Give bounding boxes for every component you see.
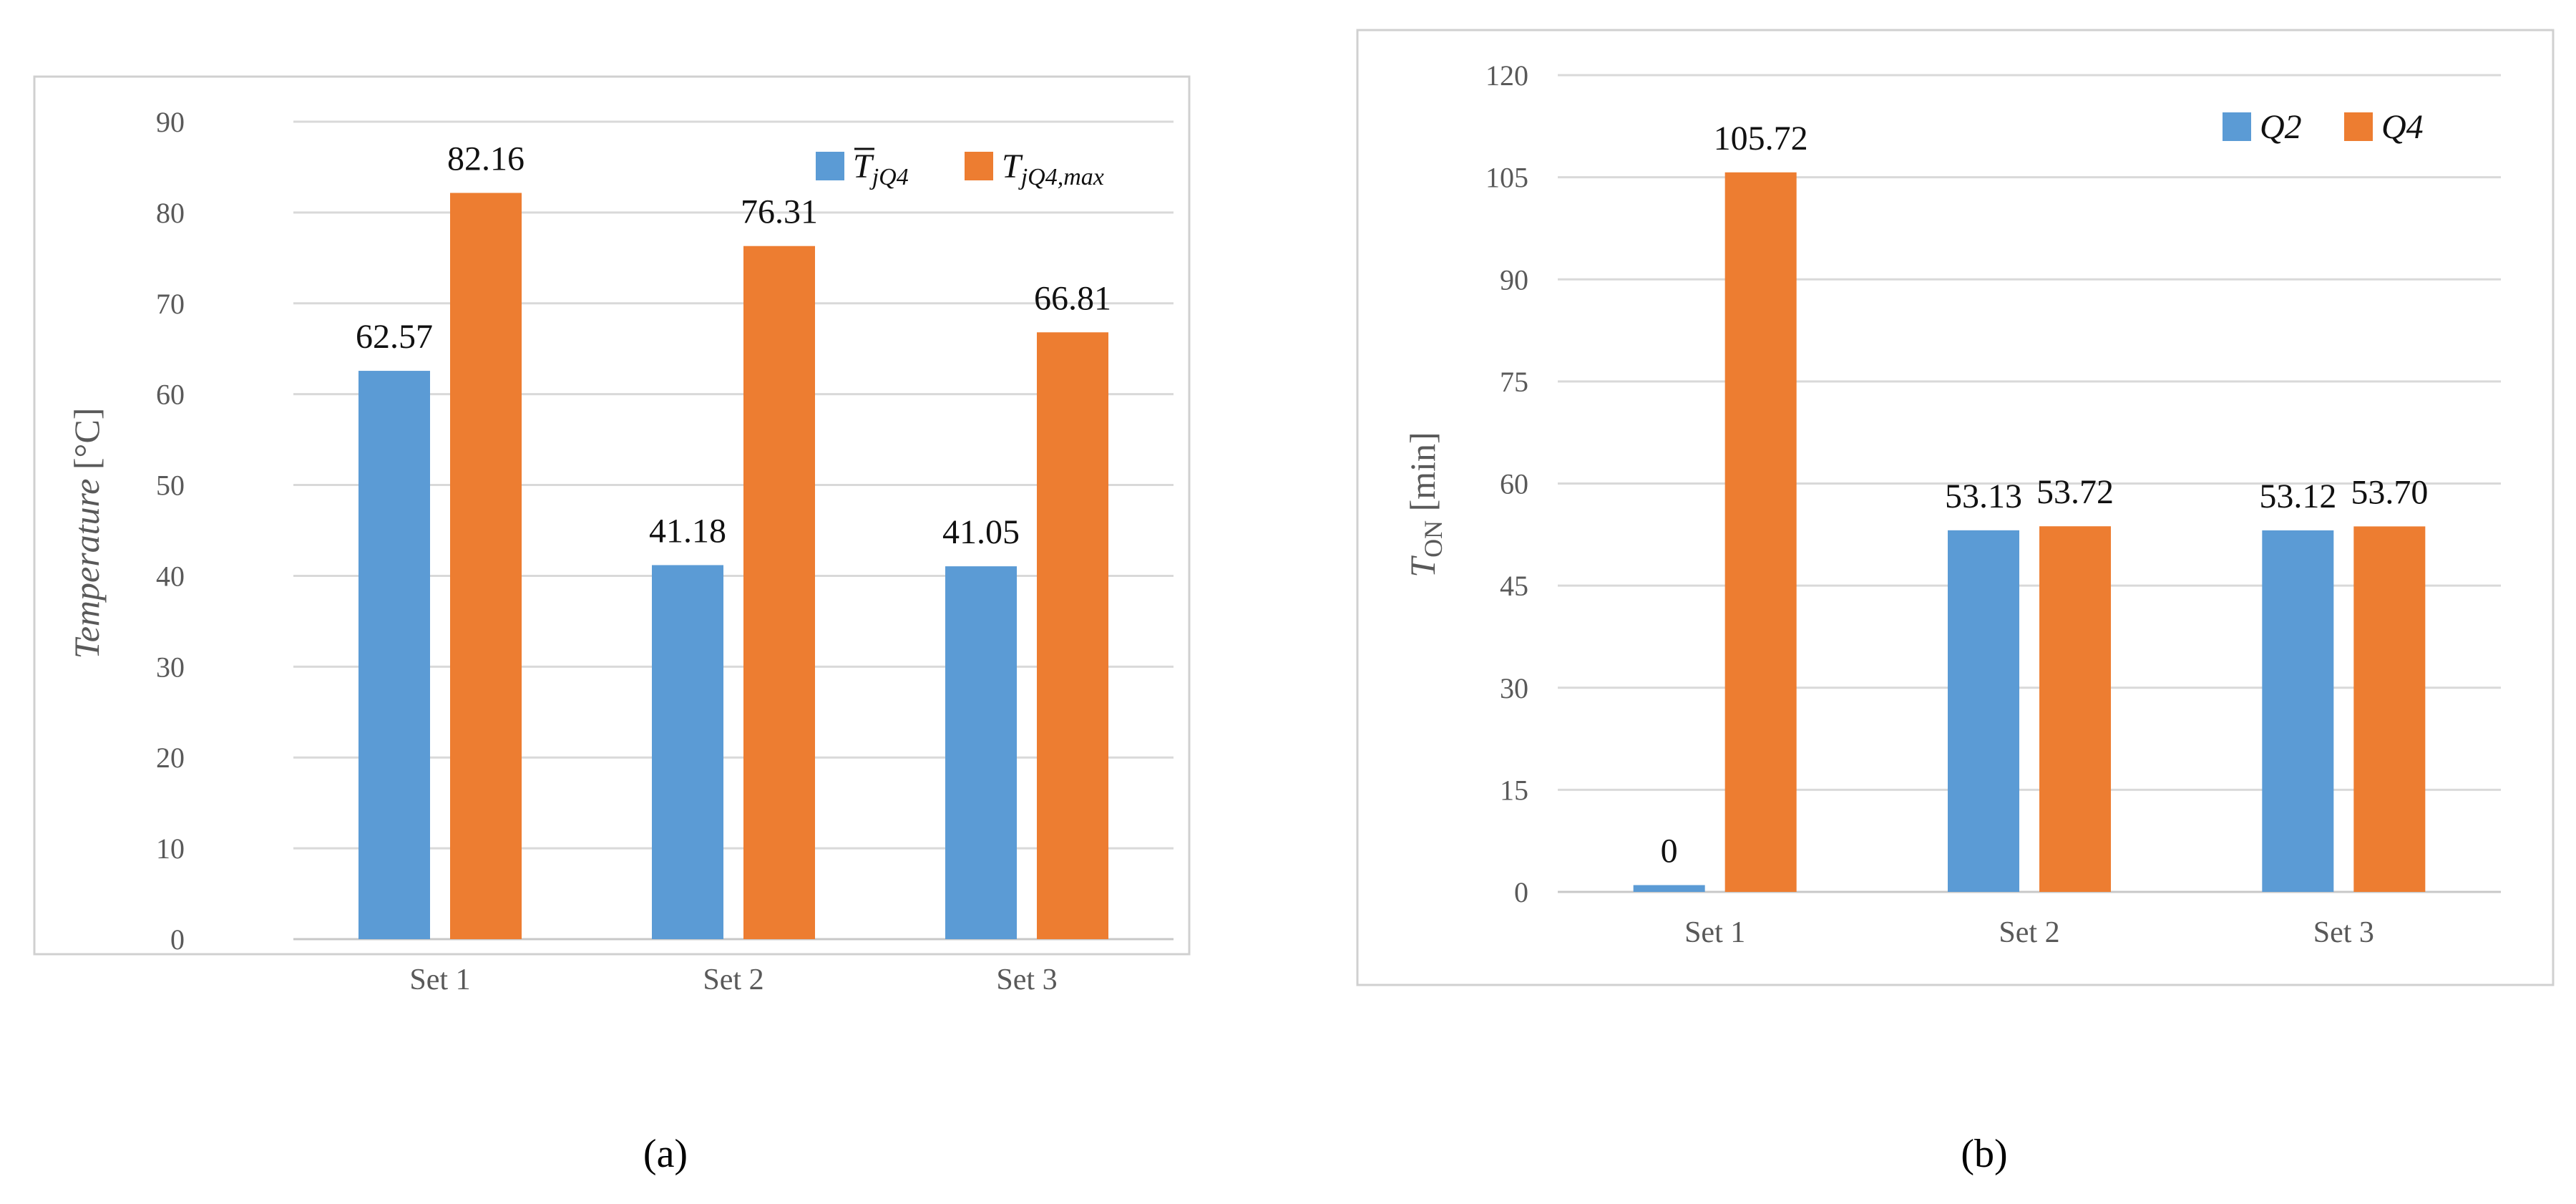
chart-b-legend-swatch: [2223, 112, 2251, 141]
chart-a-legend-item: TjQ4: [816, 147, 909, 190]
chart-b-data-label: 53.12: [2259, 477, 2336, 515]
chart-a-legend-label: TjQ4,max: [1002, 147, 1104, 190]
chart-a-ytick-label: 80: [156, 197, 185, 229]
chart-b-category-label: Set 1: [1684, 916, 1745, 949]
chart-a-ytick-label: 90: [156, 106, 185, 138]
chart-b: 0 15 30 45 60 75 90 105 120 Set 1 0 105.72 Set 2 53.1…: [1356, 29, 2555, 1176]
chart-b-ytick-label: 15: [1500, 774, 1528, 806]
chart-b-bar: [1633, 885, 1705, 892]
chart-b-data-label: 53.70: [2351, 473, 2428, 511]
chart-a-category-label: Set 3: [996, 963, 1057, 996]
chart-a-ytick-label: 30: [156, 651, 185, 683]
chart-a-ytick-label: 20: [156, 742, 185, 774]
chart-a-data-label: 66.81: [1034, 279, 1111, 317]
chart-b-legend-label: Q2: [2260, 108, 2302, 146]
chart-a-data-label: 41.05: [942, 513, 1020, 551]
chart-a-ytick-label: 70: [156, 288, 185, 320]
chart-a-bar: [358, 371, 430, 939]
chart-a-ytick-label: 40: [156, 560, 185, 592]
chart-a-bar: [743, 246, 815, 939]
chart-b-ytick-label: 90: [1500, 263, 1528, 296]
chart-b-data-label: 105.72: [1714, 120, 1808, 157]
chart-a-ytick-label: 60: [156, 379, 185, 411]
chart-b-ytick-label: 30: [1500, 672, 1528, 704]
chart-b-ytick-label: 0: [1514, 876, 1528, 908]
chart-b-panel-label: (b): [1961, 1132, 2007, 1176]
chart-b-data-label: 53.72: [2036, 473, 2114, 511]
chart-b-legend-label: Q4: [2381, 108, 2424, 146]
chart-a-data-label: 76.31: [741, 193, 818, 231]
chart-a-panel-label: (a): [643, 1132, 688, 1176]
chart-a-category-label: Set 2: [703, 963, 763, 996]
chart-b-bar: [2039, 526, 2111, 892]
chart-b-bar: [1724, 172, 1797, 893]
chart-b-bar: [2353, 526, 2426, 892]
chart-a-legend-label: TjQ4: [853, 147, 909, 190]
chart-b-ytick-label: 60: [1500, 468, 1528, 500]
chart-a-legend-item: TjQ4,max: [965, 147, 1104, 190]
chart-a-ytick-label: 0: [170, 923, 185, 956]
chart-a-category-label: Set 1: [409, 963, 470, 996]
chart-a-ytick-label: 50: [156, 470, 185, 502]
chart-a-ytick-label: 10: [156, 832, 185, 865]
chart-a: 0 10 20 30 40 50 60 70 80 90 Set 1 62.57 82.16 Set 2 4…: [33, 75, 1191, 1176]
chart-a-y-axis-label: Temperature [°C]: [67, 407, 107, 659]
chart-b-ytick-label: 120: [1485, 59, 1528, 92]
chart-a-data-label: 62.57: [356, 318, 433, 356]
chart-a-bar: [450, 193, 522, 939]
chart-a-bar: [652, 565, 723, 939]
chart-b-legend-item: Q4: [2344, 108, 2424, 146]
chart-b-category-label: Set 3: [2313, 916, 2374, 949]
chart-a-legend-swatch: [816, 152, 844, 180]
chart-a-bar: [1037, 332, 1108, 939]
chart-b-ytick-label: 105: [1485, 162, 1528, 194]
chart-b-data-label: 0: [1661, 832, 1678, 870]
chart-b-category-label: Set 2: [1999, 916, 2059, 949]
chart-b-ytick-label: 75: [1500, 366, 1528, 398]
chart-b-bar: [2262, 530, 2334, 892]
chart-a-legend-swatch: [965, 152, 993, 180]
chart-b-legend-swatch: [2344, 112, 2373, 141]
chart-a-data-label: 82.16: [447, 140, 525, 178]
chart-b-ytick-label: 45: [1500, 570, 1528, 602]
chart-b-bar: [1948, 530, 2019, 892]
chart-a-data-label: 41.18: [649, 512, 726, 550]
chart-b-legend-item: Q2: [2223, 108, 2302, 146]
chart-a-bar: [945, 566, 1017, 939]
chart-b-data-label: 53.13: [1945, 477, 2022, 515]
chart-b-y-axis-label: TON [min]: [1402, 432, 1448, 577]
